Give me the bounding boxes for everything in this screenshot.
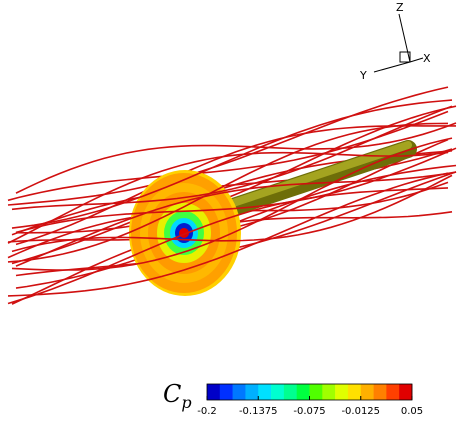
triad-label: Y [359,69,367,82]
colorbar-segment [309,384,323,400]
colorbar-segment [399,384,413,400]
colorbar-segment [207,384,221,400]
streamline [11,99,453,229]
colorbar-segment [386,384,400,400]
disk [129,170,241,296]
colorbar-segment [219,384,233,400]
streamlines-front [7,99,457,305]
triad-y [373,61,411,73]
streamline [15,171,457,267]
colorbar-title-main: C [163,380,181,408]
colorbar-segment [283,384,297,400]
axis-triad: Z Y X [359,1,431,82]
triad-box [399,51,411,63]
colorbar: Cp -0.2 -0.1375 -0.075 -0.0125 0.05 [163,380,423,417]
colorbar-segment [232,384,246,400]
colorbar-tick-label: 0.05 [401,406,423,417]
colorbar-segment [322,384,336,400]
streamlines-back [7,86,457,305]
colorbar-segment [245,384,259,400]
colorbar-segment [335,384,349,400]
streamline [11,174,453,253]
colorbar-title: Cp [163,380,192,412]
colorbar-tick-label: -0.1375 [239,406,278,417]
triad-z [398,13,411,63]
streamline [7,122,449,263]
colorbar-segment [258,384,272,400]
triad-x [409,57,424,63]
streamline [11,137,453,271]
streamline [7,151,449,244]
streamline [11,105,453,211]
colorbar-segment [296,384,310,400]
streamline [15,122,457,194]
colorbar-segment [360,384,374,400]
colorbar-segment [373,384,387,400]
colorbar-tick-label: -0.0125 [341,406,380,417]
colorbar-tick-label: -0.2 [197,406,217,417]
colorbar-segment [271,384,285,400]
triad-label: Z [396,1,404,14]
streamline [7,172,449,297]
colorbar-segment [347,384,362,400]
triad-label: X [423,52,431,65]
colorbar-title-sub: p [181,393,191,412]
colorbar-tick-label: -0.075 [293,406,325,417]
streamline [15,147,457,234]
streamline [7,86,449,206]
streamline [7,187,449,305]
